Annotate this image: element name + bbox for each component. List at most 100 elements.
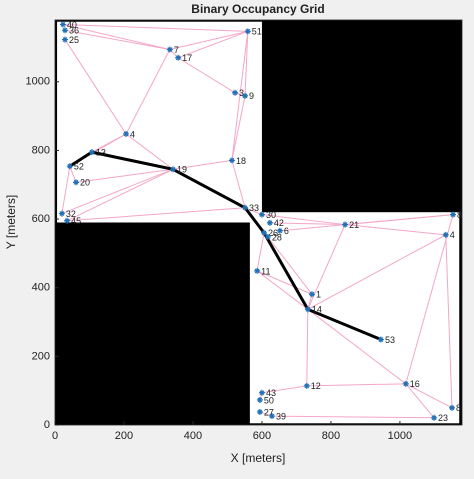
node-label: 1 (316, 290, 321, 300)
x-tick-label: 0 (52, 430, 58, 442)
x-tick-label: 1000 (388, 430, 412, 442)
plot-frame (54, 19, 463, 426)
node-label: 51 (252, 27, 262, 37)
roadmap-edge (271, 415, 435, 419)
roadmap-edge (306, 383, 406, 387)
roadmap-node (62, 36, 69, 43)
roadmap-node (64, 217, 71, 224)
roadmap-node (442, 231, 449, 238)
roadmap-edge (256, 270, 309, 310)
roadmap-edge (231, 95, 246, 161)
roadmap-node (431, 414, 438, 421)
roadmap-edge (169, 30, 248, 51)
roadmap-edge (231, 31, 249, 161)
roadmap-node (258, 389, 265, 396)
roadmap-edge (244, 207, 263, 216)
node-label: 6 (284, 226, 289, 236)
roadmap-node (303, 382, 310, 389)
roadmap-edge (177, 57, 236, 94)
roadmap-node (169, 166, 176, 173)
roadmap-node (232, 89, 239, 96)
roadmap-node (59, 21, 66, 28)
node-label: 20 (80, 178, 90, 188)
node-label: 42 (274, 218, 284, 228)
roadmap-node (256, 396, 263, 403)
node-label: 23 (438, 413, 448, 423)
roadmap-edge (307, 224, 346, 310)
roadmap-node (377, 336, 384, 343)
node-label: 30 (266, 210, 276, 220)
x-tick-label: 400 (184, 430, 202, 442)
roadmap-node (175, 54, 182, 61)
node-label: 36 (69, 26, 79, 36)
node-label: 14 (312, 305, 322, 315)
node-label: 26 (268, 228, 278, 238)
node-label: 8 (457, 210, 462, 220)
node-label: 50 (264, 395, 274, 405)
roadmap-edge (256, 232, 265, 271)
node-label: 8 (456, 403, 461, 413)
node-label: 40 (67, 20, 77, 30)
roadmap-node (242, 204, 249, 211)
roadmap-edge (267, 236, 313, 295)
roadmap-node (166, 46, 173, 53)
roadmap-edge (244, 31, 249, 96)
node-label: 3 (239, 88, 244, 98)
roadmap-edge (345, 224, 446, 236)
roadmap-edge (306, 309, 309, 386)
y-tick-label: 1000 (26, 76, 50, 88)
chart-title: Binary Occupancy Grid (191, 2, 324, 16)
node-label: 7 (174, 45, 179, 55)
node-label: 11 (261, 266, 270, 276)
roadmap-node (264, 233, 271, 240)
x-tick-label: 600 (253, 430, 271, 442)
roadmap-node (62, 27, 69, 34)
roadmap-node (258, 211, 265, 218)
node-label: 9 (249, 91, 254, 101)
node-label: 52 (74, 162, 84, 172)
roadmap-edge (231, 160, 246, 208)
free-region (249, 212, 460, 424)
roadmap-node (254, 267, 261, 274)
roadmap-edge (64, 29, 170, 51)
roadmap-edge (405, 383, 453, 409)
roadmap-edge (307, 234, 447, 310)
node-label: 32 (66, 209, 76, 219)
roadmap-edge (62, 23, 248, 32)
roadmap-node (261, 229, 268, 236)
x-axis-label: X [meters] (231, 451, 286, 465)
roadmap-edge (177, 30, 248, 59)
node-label: 21 (349, 220, 359, 230)
roadmap-edge (69, 166, 77, 183)
roadmap-edge (269, 222, 346, 226)
node-label: 28 (272, 232, 282, 242)
roadmap-edge (259, 411, 273, 417)
roadmap-node (450, 211, 457, 218)
roadmap-edge (61, 166, 71, 214)
roadmap-node (342, 221, 349, 228)
node-label: 33 (249, 203, 259, 213)
roadmap-edge (307, 308, 407, 385)
y-axis-label: Y [meters] (4, 195, 18, 249)
node-label: 4 (130, 129, 135, 139)
roadmap-edge (66, 168, 174, 222)
roadmap-node (88, 149, 95, 156)
roadmap-edge (67, 207, 246, 222)
roadmap-edge (405, 383, 435, 419)
free-region (57, 21, 262, 223)
node-label: 17 (182, 53, 192, 63)
roadmap-edge (445, 234, 453, 408)
node-label: 45 (71, 216, 81, 226)
roadmap-node (256, 408, 263, 415)
roadmap-edge (62, 23, 170, 51)
y-tick-label: 0 (44, 419, 50, 431)
roadmap-edge (405, 214, 454, 384)
node-label: 4 (450, 230, 455, 240)
roadmap-edge (61, 168, 174, 215)
node-label: 12 (311, 381, 321, 391)
roadmap-edge (125, 133, 174, 170)
roadmap-node (73, 179, 80, 186)
roadmap-node (308, 291, 315, 298)
y-tick-label: 400 (32, 282, 50, 294)
